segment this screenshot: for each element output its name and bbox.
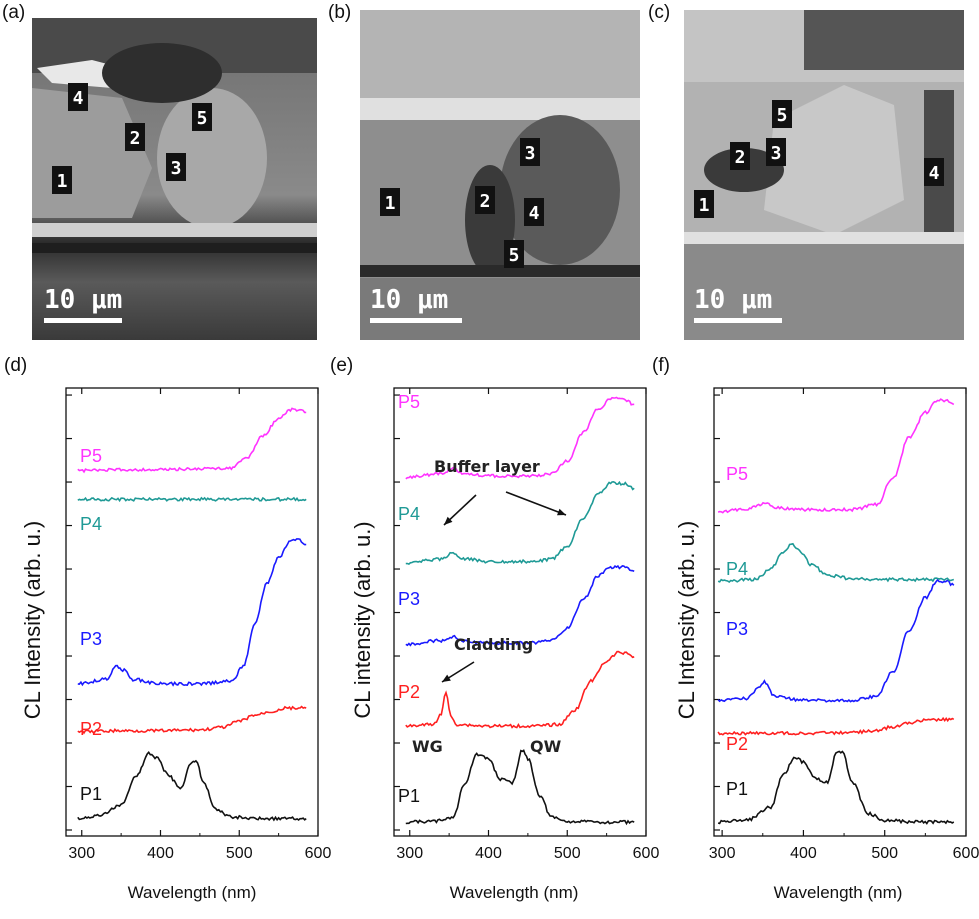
annotation-text: Buffer layer <box>434 457 540 476</box>
panel-label-a: (a) <box>2 2 26 23</box>
x-tick-label: 300 <box>709 845 736 862</box>
sem-a-markers: 4 2 5 3 1 <box>52 83 212 194</box>
marker-label: 3 <box>525 143 536 164</box>
x-tick-label: 400 <box>790 845 817 862</box>
plot-frame <box>713 387 967 837</box>
series-label-p3: P3 <box>80 629 102 649</box>
marker-label: 3 <box>771 143 782 164</box>
series-label-p2: P2 <box>398 682 420 702</box>
annotation-arrowhead <box>442 674 451 682</box>
panel-label-e: (e) <box>330 355 354 376</box>
series-label-p5: P5 <box>398 392 420 412</box>
series-line-p1 <box>405 749 635 826</box>
scale-bar-label: 10 μm <box>370 285 448 315</box>
x-tick-label: 500 <box>226 845 253 862</box>
chart-e: CL intensity (arb. u.) Wavelength (nm) 3… <box>326 380 659 910</box>
series-line-p4 <box>717 542 955 584</box>
sem-c-markers: 5 2 3 4 1 <box>694 100 944 218</box>
annotation-arrowhead <box>557 508 566 516</box>
series-label-p4: P4 <box>398 504 420 524</box>
annotation-text: WG <box>412 737 443 756</box>
chart-f-svg: CL Intensity (arb. u.) Wavelength (nm) 3… <box>674 387 979 902</box>
marker-label: 5 <box>777 105 788 126</box>
y-axis-label: CL intensity (arb. u.) <box>350 521 375 718</box>
x-tick-label: 500 <box>871 845 898 862</box>
marker-label: 2 <box>480 191 491 212</box>
series-label-p1: P1 <box>726 779 748 799</box>
sem-b-markers: 3 1 2 4 5 <box>380 138 544 268</box>
series-line-p2 <box>77 705 307 735</box>
x-tick-label: 500 <box>554 845 581 862</box>
x-tick-label: 300 <box>68 845 95 862</box>
y-axis-label: CL Intensity (arb. u.) <box>674 521 699 719</box>
x-axis-label: Wavelength (nm) <box>774 883 903 902</box>
marker-label: 2 <box>130 128 141 149</box>
sem-image-a: 4 2 5 3 1 10 μm <box>32 18 317 340</box>
marker-label: 4 <box>73 88 84 109</box>
annotation-arrow <box>505 491 567 516</box>
series-line-p2 <box>717 716 955 736</box>
series-label-p3: P3 <box>726 619 748 639</box>
scale-bar <box>370 318 462 323</box>
marker-label: 5 <box>509 245 520 266</box>
scale-bar <box>694 318 782 323</box>
x-tick-label: 400 <box>147 845 174 862</box>
scale-bar <box>44 318 122 323</box>
chart-d: CL Intensity (arb. u.) Wavelength (nm) 3… <box>0 380 331 910</box>
series-label-p4: P4 <box>726 559 748 579</box>
series-label-p2: P2 <box>80 719 102 739</box>
series-line-p1 <box>77 750 307 822</box>
plot-frame <box>65 387 319 837</box>
series-label-p4: P4 <box>80 514 102 534</box>
series-label-p5: P5 <box>80 446 102 466</box>
marker-label: 4 <box>529 203 540 224</box>
scale-bar-label: 10 μm <box>694 285 772 315</box>
marker-label: 1 <box>699 195 710 216</box>
sem-image-c: 5 2 3 4 1 10 μm <box>684 10 964 340</box>
marker-label: 4 <box>929 163 940 184</box>
sem-image-b: 3 1 2 4 5 10 μm <box>360 10 640 340</box>
panel-label-d: (d) <box>4 355 28 376</box>
series-line-p4 <box>405 480 635 566</box>
chart-d-svg: CL Intensity (arb. u.) Wavelength (nm) 3… <box>20 387 331 902</box>
chart-f: CL Intensity (arb. u.) Wavelength (nm) 3… <box>652 380 979 910</box>
scale-bar-label: 10 μm <box>44 285 122 315</box>
series-label-p1: P1 <box>398 786 420 806</box>
panel-label-b: (b) <box>328 2 352 23</box>
panel-label-f: (f) <box>652 355 670 376</box>
plot-frame <box>393 387 647 837</box>
annotation-text: Cladding <box>454 635 533 654</box>
series-line-p3 <box>717 578 955 703</box>
series-line-p5 <box>77 407 307 474</box>
series-label-p3: P3 <box>398 589 420 609</box>
series-label-p2: P2 <box>726 734 748 754</box>
series-label-p1: P1 <box>80 784 102 804</box>
x-tick-label: 600 <box>305 845 332 862</box>
annotation-text: QW <box>530 737 562 756</box>
marker-label: 2 <box>735 147 746 168</box>
series-line-p5 <box>405 396 635 480</box>
series-line-p2 <box>405 650 635 729</box>
series-label-p5: P5 <box>726 464 748 484</box>
x-axis-label: Wavelength (nm) <box>128 883 257 902</box>
series-line-p3 <box>77 538 307 687</box>
x-axis-label: Wavelength (nm) <box>450 883 579 902</box>
series-line-p5 <box>717 398 955 514</box>
marker-label: 1 <box>385 193 396 214</box>
series-line-p4 <box>77 496 307 503</box>
marker-label: 1 <box>57 171 68 192</box>
panel-label-c: (c) <box>648 2 671 23</box>
annotation-arrowhead <box>444 516 453 525</box>
x-tick-label: 300 <box>396 845 423 862</box>
marker-label: 5 <box>197 108 208 129</box>
chart-e-svg: CL intensity (arb. u.) Wavelength (nm) 3… <box>350 387 659 902</box>
series-line-p3 <box>405 564 635 647</box>
x-tick-label: 600 <box>953 845 979 862</box>
x-tick-label: 600 <box>633 845 660 862</box>
marker-label: 3 <box>171 158 182 179</box>
y-axis-label: CL Intensity (arb. u.) <box>20 521 45 719</box>
series-line-p1 <box>717 750 955 825</box>
x-tick-label: 400 <box>475 845 502 862</box>
